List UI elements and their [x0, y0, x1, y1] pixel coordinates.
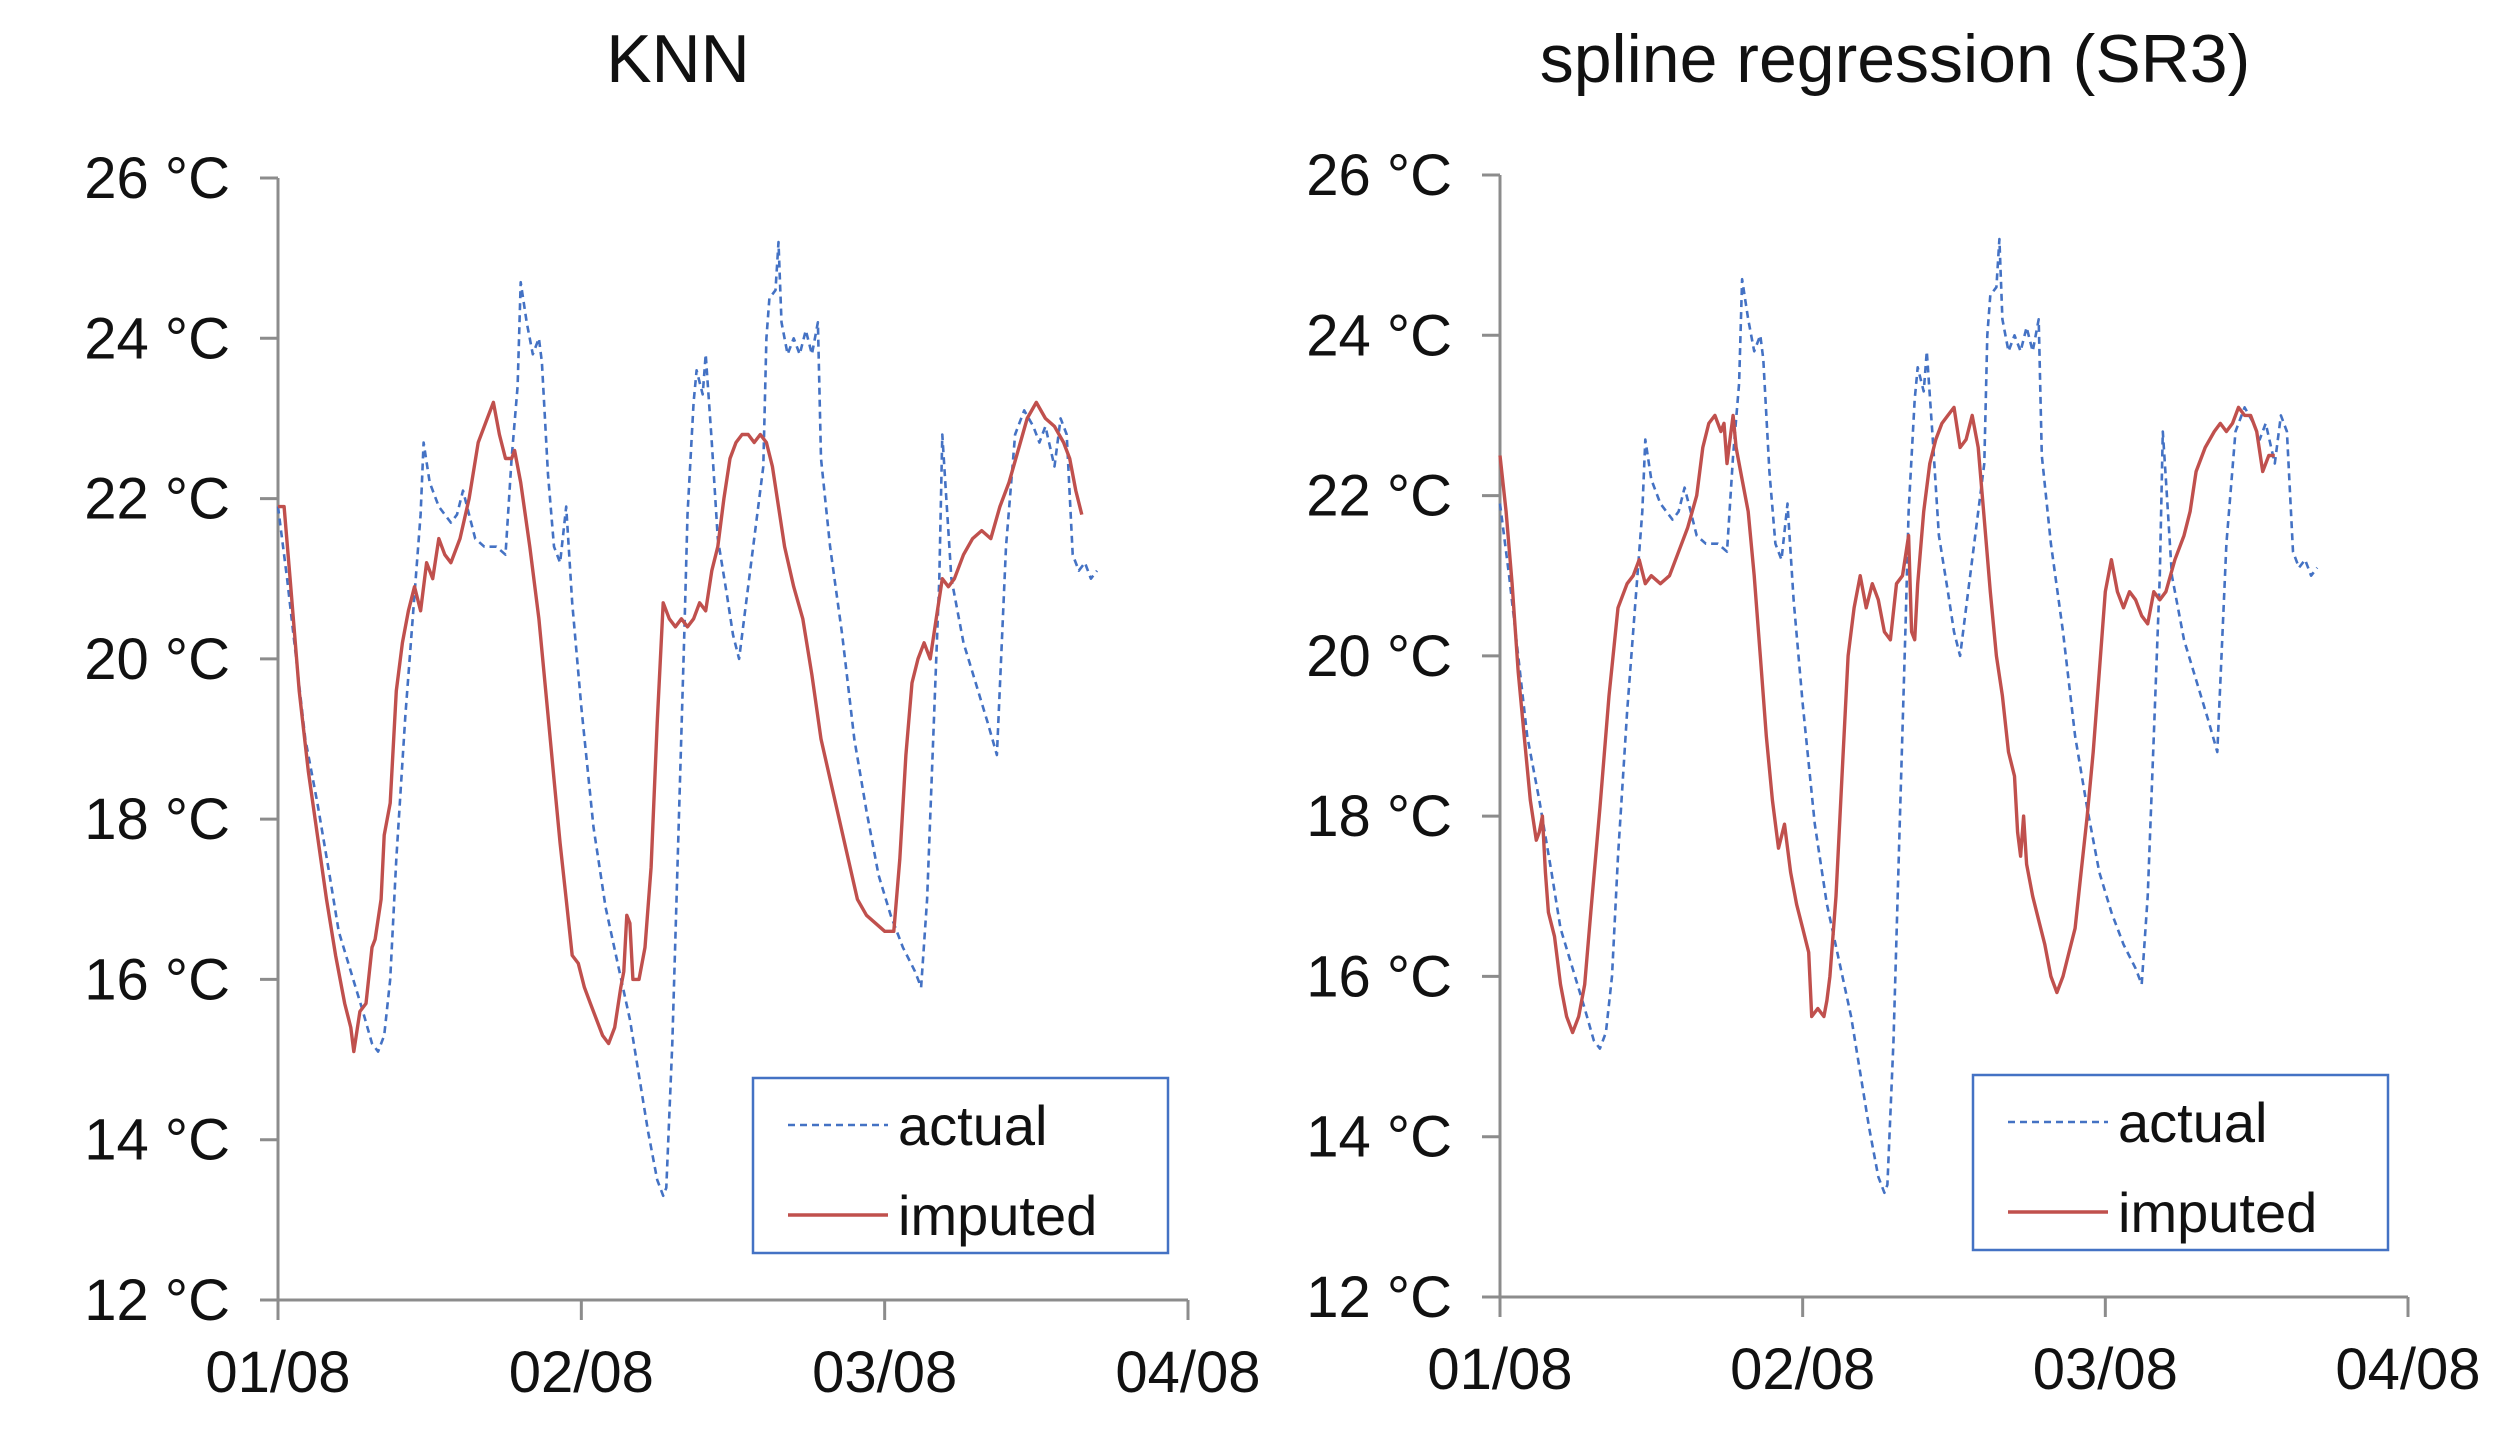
series-line-actual [276, 240, 1099, 1198]
y-tick-label: 18 °C [84, 787, 230, 852]
legend-label-imputed: imputed [2118, 1181, 2317, 1244]
legend-box [1971, 1073, 2390, 1252]
y-tick-label: 18 °C [1306, 784, 1452, 849]
legend-label-imputed: imputed [898, 1184, 1097, 1247]
y-tick-label: 24 °C [84, 306, 230, 371]
chart-panel-2: spline regression (SR3) 12 °C 14 °C 16 °C 18… [1306, 21, 2480, 1402]
legend-label-actual: actual [2118, 1091, 2267, 1154]
y-tick-label: 12 °C [1306, 1265, 1452, 1330]
x-tick-label: 01/08 [1427, 1337, 1572, 1402]
legend: actual imputed [1971, 1073, 2390, 1252]
y-tick-label: 22 °C [84, 467, 230, 532]
y-tick-label: 26 °C [1306, 143, 1452, 208]
y-tick-label: 20 °C [84, 627, 230, 692]
y-tick-label: 14 °C [1306, 1105, 1452, 1170]
x-tick-label: 03/08 [2033, 1337, 2178, 1402]
legend: actual imputed [751, 1076, 1170, 1255]
legend-box [751, 1076, 1170, 1255]
legend-label-actual: actual [898, 1094, 1047, 1157]
series-line-imputed [1498, 405, 2275, 1035]
y-tick-label: 20 °C [1306, 624, 1452, 689]
y-tick-label: 12 °C [84, 1268, 230, 1333]
series-line-actual [1498, 237, 2319, 1195]
y-tick-label: 22 °C [1306, 464, 1452, 529]
x-tick-label: 02/08 [509, 1340, 654, 1405]
x-tick-label: 03/08 [812, 1340, 957, 1405]
x-tick-label: 04/08 [2335, 1337, 2480, 1402]
y-tick-label: 16 °C [84, 947, 230, 1012]
x-tick-label: 01/08 [205, 1340, 350, 1405]
series-line-imputed [278, 400, 1084, 1054]
y-tick-label: 26 °C [84, 146, 230, 211]
chart-title: spline regression (SR3) [1540, 21, 2251, 97]
y-tick-label: 16 °C [1306, 944, 1452, 1009]
x-tick-label: 04/08 [1115, 1340, 1260, 1405]
chart-title: KNN [606, 21, 750, 97]
y-tick-label: 24 °C [1306, 303, 1452, 368]
x-tick-label: 02/08 [1730, 1337, 1875, 1402]
y-tick-label: 14 °C [84, 1108, 230, 1173]
chart-panel-1: KNN 12 °C 14 °C 16 °C 18 °C 20 °C 22 °C 24 °C 26… [84, 21, 1260, 1405]
